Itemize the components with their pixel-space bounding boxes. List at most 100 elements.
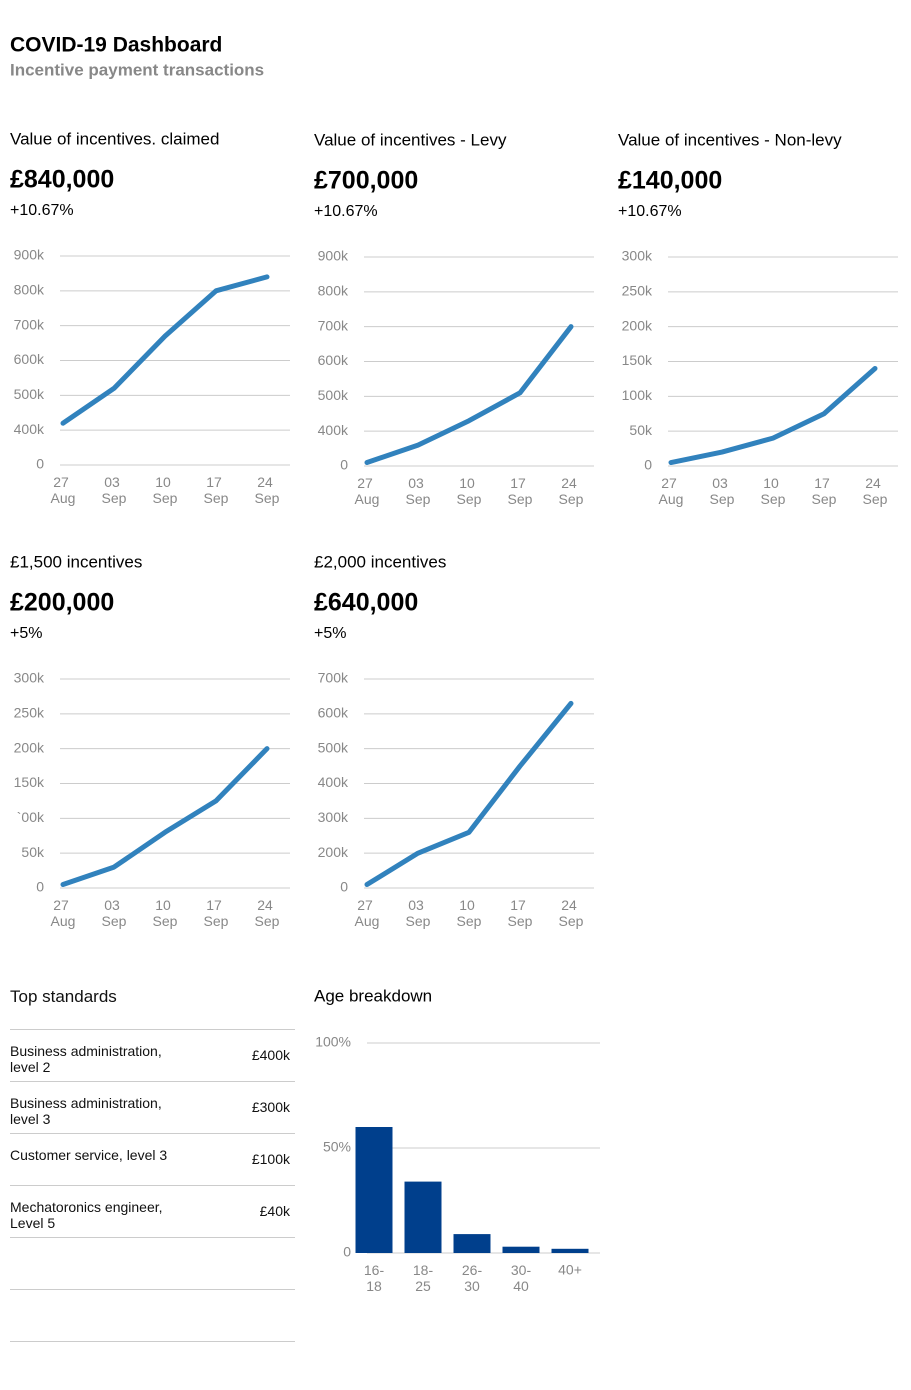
x-tick-label: 27 Aug: [51, 474, 76, 506]
x-tick-label: 10 Sep: [153, 474, 178, 506]
y-tick-label: 500k: [318, 739, 349, 755]
standard-name: Business administration, level 3: [10, 1095, 162, 1127]
y-tick-label: 50k: [629, 422, 653, 438]
y-tick-label: 500k: [318, 387, 349, 403]
y-tick-label: 700k: [14, 316, 45, 332]
x-tick-label: 40+: [558, 1262, 582, 1278]
y-tick-label: 200k: [622, 317, 653, 333]
kpi-value: £140,000: [618, 167, 722, 195]
x-tick-label: 18-25: [413, 1262, 434, 1294]
chart-title: Value of incentives - Levy: [314, 130, 507, 149]
y-tick-label: 800k: [14, 282, 45, 298]
y-tick-label: 0: [343, 1244, 351, 1260]
y-tick-label: 200k: [318, 844, 349, 860]
x-tick-label: 24 Sep: [559, 897, 584, 929]
x-tick-label: 27 Aug: [51, 897, 76, 929]
bar: [453, 1234, 491, 1253]
chart-title: £2,000 incentives: [314, 552, 446, 571]
x-tick-label: 30-40: [511, 1262, 532, 1294]
standard-name: Business administration, level 2: [10, 1043, 162, 1075]
chart-title: Value of incentives. claimed: [10, 129, 219, 148]
y-tick-label: 600k: [14, 351, 45, 367]
x-tick-label: 24 Sep: [559, 475, 584, 507]
bar: [404, 1181, 442, 1253]
chart-title: Value of incentives - Non-levy: [618, 130, 842, 149]
x-tick-label: 03 Sep: [406, 475, 431, 507]
y-tick-label: 0: [340, 879, 348, 895]
y-tick-label: 150k: [622, 352, 653, 368]
y-tick-label: 600k: [318, 352, 349, 368]
y-tick-label: 0: [644, 457, 652, 473]
y-tick-label: 500k: [14, 386, 45, 402]
y-tick-label: 100k: [622, 387, 653, 403]
kpi-value: £200,000: [10, 589, 114, 617]
top-standards: Top standards Business administration, l…: [10, 987, 295, 1342]
y-tick-label: 400k: [318, 422, 349, 438]
y-tick-label: 0: [36, 456, 44, 472]
y-tick-label: `00k: [17, 809, 45, 825]
x-tick-label: 24 Sep: [255, 474, 280, 506]
y-tick-label: 400k: [318, 774, 349, 790]
x-tick-label: 03 Sep: [406, 897, 431, 929]
empty-row: [10, 1237, 295, 1289]
standard-name: Customer service, level 3: [10, 1147, 168, 1163]
y-tick-label: 0: [36, 879, 44, 895]
standard-name: Mechatoronics engineer, Level 5: [10, 1199, 163, 1231]
page-subtitle: Incentive payment transactions: [10, 60, 264, 79]
table-row: Mechatoronics engineer, Level 5 £40k: [10, 1185, 295, 1237]
line-series: [668, 365, 878, 466]
y-tick-label: 50k: [21, 844, 45, 860]
chart-title: Age breakdown: [314, 986, 432, 1005]
y-tick-label: 900k: [14, 247, 45, 263]
x-tick-label: 03 Sep: [102, 897, 127, 929]
y-tick-label: 0: [340, 457, 348, 473]
bar: [502, 1246, 540, 1253]
standard-value: £100k: [251, 1151, 290, 1167]
y-tick-label: 100%: [315, 1034, 351, 1050]
y-tick-label: 700k: [318, 670, 349, 686]
table-row: Customer service, level 3 £100k: [10, 1133, 295, 1185]
kpi-value: £700,000: [314, 167, 418, 195]
bar: [551, 1248, 589, 1253]
kpi-change: +10.67%: [10, 202, 74, 219]
y-tick-label: 700k: [318, 317, 349, 333]
x-tick-label: 03 Sep: [102, 474, 127, 506]
x-tick-label: 10 Sep: [153, 897, 178, 929]
line-series: [60, 274, 270, 426]
line-series: [60, 746, 270, 888]
page-title: COVID-19 Dashboard: [10, 34, 222, 57]
y-tick-label: 250k: [622, 283, 653, 299]
y-tick-label: 250k: [14, 705, 45, 721]
bar: [355, 1127, 393, 1253]
standard-value: £300k: [251, 1099, 290, 1115]
standard-value: £400k: [251, 1047, 290, 1063]
empty-row: [10, 1289, 295, 1342]
x-tick-label: 24 Sep: [863, 475, 888, 507]
x-tick-label: 17 Sep: [204, 897, 229, 929]
x-tick-label: 10 Sep: [457, 475, 482, 507]
x-tick-label: 17 Sep: [204, 474, 229, 506]
x-tick-label: 16-18: [364, 1262, 385, 1294]
x-tick-label: 27 Aug: [355, 475, 380, 507]
y-tick-label: 600k: [318, 705, 349, 721]
table-row: Business administration, level 2 £400k: [10, 1029, 295, 1081]
x-tick-label: 24 Sep: [255, 897, 280, 929]
x-tick-label: 17 Sep: [812, 475, 837, 507]
x-tick-label: 17 Sep: [508, 897, 533, 929]
x-tick-label: 17 Sep: [508, 475, 533, 507]
x-tick-label: 03 Sep: [710, 475, 735, 507]
y-tick-label: 800k: [318, 283, 349, 299]
y-tick-label: 300k: [318, 809, 349, 825]
x-tick-label: 26-30: [462, 1262, 483, 1294]
x-tick-label: 10 Sep: [761, 475, 786, 507]
x-tick-label: 10 Sep: [457, 897, 482, 929]
kpi-change: +5%: [10, 625, 42, 642]
y-tick-label: 400k: [14, 421, 45, 437]
line-series: [364, 324, 574, 466]
y-tick-label: 300k: [622, 248, 653, 264]
y-tick-label: 150k: [14, 774, 45, 790]
chart-title: £1,500 incentives: [10, 552, 142, 571]
table-row: Business administration, level 3 £300k: [10, 1081, 295, 1133]
table-rows: Business administration, level 2 £400k Bus…: [10, 1029, 295, 1237]
